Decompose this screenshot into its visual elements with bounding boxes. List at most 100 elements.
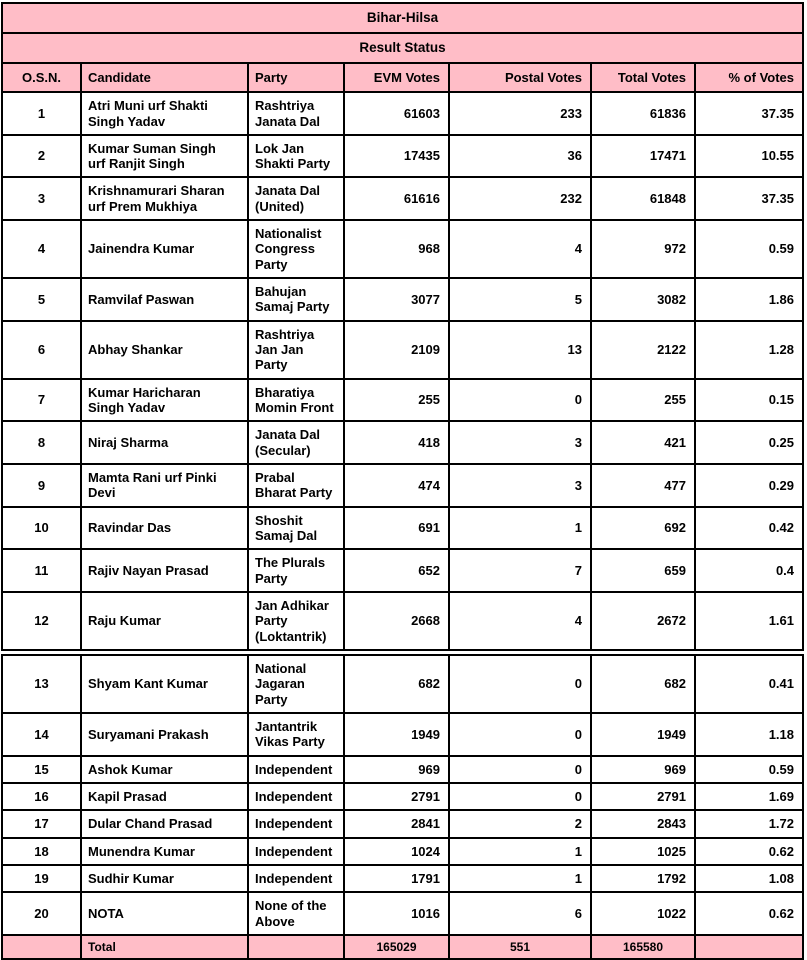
- party-cell: Rashtriya Jan Jan Party: [247, 319, 345, 380]
- evm-votes-cell: 61603: [343, 91, 450, 136]
- candidate-cell: Kumar Suman Singh urf Ranjit Singh: [80, 133, 249, 179]
- evm-votes-cell: 1791: [343, 863, 450, 894]
- candidate-cell: Jainendra Kumar: [80, 219, 249, 280]
- candidate-cell: Atri Muni urf Shakti Singh Yadav: [80, 91, 249, 136]
- party-cell: The Plurals Party: [247, 548, 345, 594]
- osn-cell: 15: [1, 754, 82, 785]
- postal-votes-cell: 3: [448, 420, 592, 466]
- osn-cell: 8: [1, 420, 82, 466]
- table-row: 15 Ashok Kumar Independent 969 0 969 0.5…: [1, 754, 805, 785]
- candidate-cell: Suryamani Prakash: [80, 712, 249, 757]
- table-row: 10 Ravindar Das Shoshit Samaj Dal 691 1 …: [1, 505, 805, 551]
- table-row: 17 Dular Chand Prasad Independent 2841 2…: [1, 809, 805, 839]
- osn-cell: 4: [1, 219, 82, 280]
- party-cell: Shoshit Samaj Dal: [247, 505, 345, 551]
- postal-votes-cell: 3: [448, 463, 592, 508]
- total-votes-cell: 2672: [590, 591, 696, 654]
- postal-votes-cell: 5: [448, 277, 592, 322]
- pct-votes-cell: 1.28: [693, 319, 805, 380]
- osn-cell: 10: [1, 505, 82, 551]
- pct-votes-cell: 1.08: [693, 863, 805, 894]
- total-votes-cell: 3082: [590, 277, 696, 322]
- party-cell: Independent: [247, 836, 345, 866]
- postal-votes-cell: 36: [448, 133, 592, 179]
- evm-votes-cell: 968: [343, 219, 450, 280]
- pct-votes-cell: 0.41: [693, 649, 805, 715]
- candidate-cell: Mamta Rani urf Pinki Devi: [80, 463, 249, 508]
- table-row: 2 Kumar Suman Singh urf Ranjit Singh Lok…: [1, 133, 805, 179]
- party-cell: Lok Jan Shakti Party: [247, 133, 345, 179]
- table-row: 13 Shyam Kant Kumar National Jagaran Par…: [1, 649, 805, 715]
- total-pct-cell-empty: [693, 933, 805, 960]
- candidate-cell: Ramvilaf Paswan: [80, 277, 249, 322]
- table-row: 16 Kapil Prasad Independent 2791 0 2791 …: [1, 781, 805, 812]
- pct-votes-cell: 0.59: [693, 754, 805, 785]
- candidate-cell: Rajiv Nayan Prasad: [80, 548, 249, 594]
- column-header-party: Party: [247, 61, 345, 94]
- table-footer: Total 165029 551 165580: [1, 933, 805, 960]
- table-row: 11 Rajiv Nayan Prasad The Plurals Party …: [1, 548, 805, 594]
- postal-votes-cell: 1: [448, 836, 592, 866]
- total-votes-cell: 1025: [590, 836, 696, 866]
- total-votes-cell: 61836: [590, 91, 696, 136]
- total-votes-cell: 17471: [590, 133, 696, 179]
- pct-votes-cell: 1.18: [693, 712, 805, 757]
- total-votes-cell: 1022: [590, 891, 696, 936]
- pct-votes-cell: 0.4: [693, 548, 805, 594]
- candidate-cell: Sudhir Kumar: [80, 863, 249, 894]
- total-votes-cell: 659: [590, 548, 696, 594]
- result-status-label: Result Status: [0, 31, 805, 64]
- pct-votes-cell: 1.69: [693, 781, 805, 812]
- osn-cell: 13: [1, 649, 82, 715]
- candidate-cell: Ravindar Das: [80, 505, 249, 551]
- postal-votes-cell: 4: [448, 219, 592, 280]
- postal-votes-cell: 0: [448, 377, 592, 423]
- evm-votes-cell: 691: [343, 505, 450, 551]
- evm-votes-cell: 2791: [343, 781, 450, 812]
- constituency-title: Bihar-Hilsa: [0, 2, 805, 34]
- party-cell: Jan Adhikar Party (Loktantrik): [247, 591, 345, 654]
- total-votes-cell: 2122: [590, 319, 696, 380]
- table-row: 18 Munendra Kumar Independent 1024 1 102…: [1, 836, 805, 866]
- table-row: 8 Niraj Sharma Janata Dal (Secular) 418 …: [1, 420, 805, 466]
- osn-cell: 11: [1, 548, 82, 594]
- party-cell: Rashtriya Janata Dal: [247, 91, 345, 136]
- candidate-cell: Abhay Shankar: [80, 319, 249, 380]
- osn-cell: 6: [1, 319, 82, 380]
- party-cell: Bharatiya Momin Front: [247, 377, 345, 423]
- evm-votes-cell: 682: [343, 649, 450, 715]
- evm-votes-cell: 2109: [343, 319, 450, 380]
- total-party-cell-empty: [247, 933, 345, 960]
- postal-votes-cell: 6: [448, 891, 592, 936]
- pct-votes-cell: 0.62: [693, 836, 805, 866]
- result-status-row: Result Status: [0, 31, 805, 64]
- osn-cell: 3: [1, 176, 82, 222]
- evm-votes-cell: 61616: [343, 176, 450, 222]
- total-votes-cell: 255: [590, 377, 696, 423]
- candidate-cell: Dular Chand Prasad: [80, 809, 249, 839]
- total-osn-cell-empty: [1, 933, 82, 960]
- table-row: 3 Krishnamurari Sharan urf Prem Mukhiya …: [1, 176, 805, 222]
- total-votes-cell: 972: [590, 219, 696, 280]
- table-row: 14 Suryamani Prakash Jantantrik Vikas Pa…: [1, 712, 805, 757]
- table-header: Bihar-Hilsa Result Status O.S.N. Candida…: [0, 2, 805, 94]
- osn-cell: 7: [1, 377, 82, 423]
- osn-cell: 1: [1, 91, 82, 136]
- pct-votes-cell: 0.59: [693, 219, 805, 280]
- table-row: 7 Kumar Haricharan Singh Yadav Bharatiya…: [1, 377, 805, 423]
- candidate-cell: Ashok Kumar: [80, 754, 249, 785]
- total-votes-cell: 1792: [590, 863, 696, 894]
- total-label: Total: [80, 933, 249, 960]
- osn-cell: 12: [1, 591, 82, 654]
- total-total-votes: 165580: [590, 933, 696, 960]
- column-header-pct-votes: % of Votes: [693, 61, 805, 94]
- osn-cell: 9: [1, 463, 82, 508]
- constituency-title-row: Bihar-Hilsa: [0, 2, 805, 34]
- pct-votes-cell: 0.15: [693, 377, 805, 423]
- candidate-cell: Krishnamurari Sharan urf Prem Mukhiya: [80, 176, 249, 222]
- pct-votes-cell: 0.42: [693, 505, 805, 551]
- pct-votes-cell: 1.61: [693, 591, 805, 654]
- postal-votes-cell: 13: [448, 319, 592, 380]
